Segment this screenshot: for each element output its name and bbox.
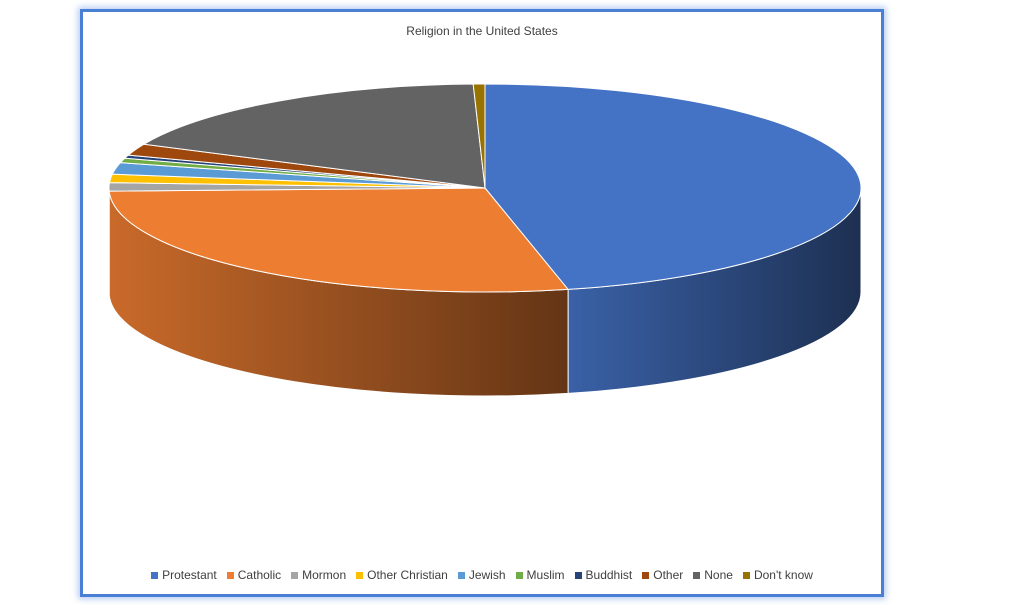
legend-label: Don't know (753, 568, 813, 582)
legend-item-don-t-know[interactable]: Don't know (742, 568, 813, 582)
legend-item-jewish[interactable]: Jewish (457, 568, 506, 582)
legend-label: Other Christian (367, 568, 448, 582)
legend-label: Jewish (468, 568, 506, 582)
pie-slice-catholic[interactable] (108, 187, 570, 293)
legend-label: Protestant (162, 568, 217, 582)
legend-swatch (226, 571, 234, 579)
legend-item-none[interactable]: None (693, 568, 733, 582)
legend-label: Muslim (526, 568, 565, 582)
chart-legend: Protestant Catholic Mormon Other Christian J… (83, 568, 881, 582)
legend-swatch (291, 571, 299, 579)
legend-swatch (642, 571, 650, 579)
legend-swatch (693, 571, 701, 579)
legend-label: Mormon (302, 568, 347, 582)
legend-swatch (574, 571, 582, 579)
legend-item-other[interactable]: Other (642, 568, 683, 582)
legend-label: None (704, 568, 733, 582)
legend-item-mormon[interactable]: Mormon (291, 568, 346, 582)
legend-swatch (457, 571, 465, 579)
legend-swatch (151, 571, 159, 579)
pie-top-faces (108, 83, 862, 293)
legend-label: Buddhist (585, 568, 633, 582)
legend-swatch (515, 571, 523, 579)
pie-plot-area (108, 83, 862, 397)
legend-item-buddhist[interactable]: Buddhist (574, 568, 633, 582)
legend-item-protestant[interactable]: Protestant (151, 568, 217, 582)
legend-item-other-christian[interactable]: Other Christian (356, 568, 448, 582)
chart-frame: Religion in the United States Protestant… (80, 9, 884, 597)
legend-label: Other (653, 568, 684, 582)
legend-item-muslim[interactable]: Muslim (515, 568, 565, 582)
pie-slice-don-t-know[interactable] (472, 83, 486, 189)
legend-item-catholic[interactable]: Catholic (226, 568, 282, 582)
legend-label: Catholic (237, 568, 282, 582)
legend-swatch (356, 571, 364, 579)
chart-title: Religion in the United States (406, 24, 558, 38)
pie-slice-protestant[interactable] (484, 83, 862, 290)
legend-swatch (742, 571, 750, 579)
pie-slice-none[interactable] (142, 83, 486, 189)
